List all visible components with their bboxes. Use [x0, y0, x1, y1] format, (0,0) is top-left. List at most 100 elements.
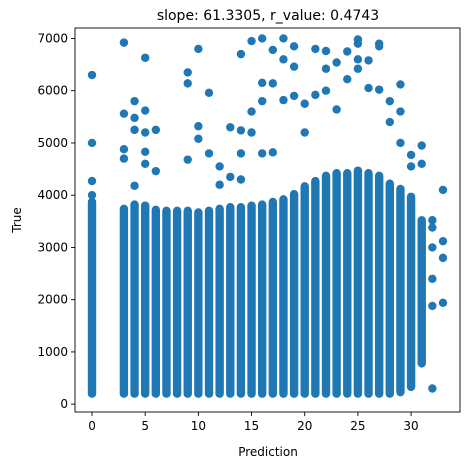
data-point-57	[321, 86, 331, 95]
data-point-21	[183, 155, 192, 164]
point-cluster-24	[364, 169, 373, 398]
point-cluster-6	[172, 206, 182, 398]
data-point-11	[130, 181, 139, 190]
x-tick-label: 20	[297, 419, 312, 433]
y-tick-label: 2000	[37, 293, 68, 307]
data-point-50	[289, 91, 299, 101]
data-point-14	[140, 128, 150, 137]
data-point-61	[343, 75, 352, 84]
data-point-7	[119, 154, 129, 163]
point-cluster-17	[289, 189, 299, 398]
data-point-40	[257, 96, 267, 106]
data-point-46	[279, 55, 288, 64]
data-point-33	[236, 149, 246, 158]
data-point-5	[119, 109, 129, 118]
point-cluster-11	[226, 203, 235, 398]
point-cluster-9	[204, 206, 214, 398]
data-point-39	[257, 78, 267, 88]
y-tick-label: 1000	[37, 345, 68, 359]
y-tick-label: 5000	[37, 136, 68, 150]
chart-title: slope: 61.3305, r_value: 0.4743	[157, 8, 379, 24]
data-point-36	[247, 107, 256, 116]
point-cluster-23	[353, 166, 363, 398]
data-point-73	[396, 80, 405, 89]
data-point-17	[151, 125, 161, 135]
point-cluster-2	[130, 200, 139, 398]
plot-frame	[74, 27, 461, 413]
data-points	[87, 34, 448, 398]
data-point-0	[87, 70, 97, 80]
data-point-77	[406, 162, 416, 171]
data-point-59	[332, 105, 341, 114]
point-cluster-3	[140, 201, 150, 398]
point-cluster-15	[268, 197, 278, 398]
data-point-88	[438, 253, 448, 263]
data-point-27	[215, 162, 224, 171]
data-point-38	[257, 34, 267, 43]
y-axis-label: True	[10, 207, 24, 234]
data-point-70	[374, 85, 384, 94]
data-point-55	[321, 46, 331, 56]
data-point-67	[364, 83, 373, 93]
point-cluster-5	[162, 206, 171, 398]
data-point-45	[279, 34, 288, 43]
y-tick-label: 7000	[37, 31, 68, 45]
data-point-37	[247, 128, 256, 137]
data-point-84	[428, 301, 437, 311]
data-point-69	[374, 42, 384, 51]
data-point-13	[140, 106, 150, 115]
x-axis-label: Prediction	[238, 445, 298, 459]
data-point-52	[300, 128, 309, 137]
point-cluster-7	[183, 206, 192, 398]
data-point-74	[396, 107, 405, 116]
point-cluster-18	[300, 182, 309, 398]
data-point-53	[311, 44, 320, 54]
data-point-66	[364, 56, 373, 65]
x-tick-label: 10	[191, 419, 206, 433]
point-cluster-1	[119, 204, 129, 398]
point-cluster-26	[385, 179, 395, 398]
data-point-71	[385, 96, 395, 106]
data-point-49	[289, 62, 299, 71]
data-point-80	[428, 216, 437, 225]
data-point-75	[396, 138, 405, 148]
x-tick-label: 5	[141, 419, 149, 433]
y-tick-label: 6000	[37, 84, 68, 98]
point-cluster-19	[311, 176, 320, 398]
data-point-4	[119, 38, 129, 47]
point-cluster-12	[236, 203, 246, 398]
point-cluster-25	[374, 171, 384, 398]
data-point-2	[87, 176, 97, 186]
point-cluster-0	[87, 197, 97, 398]
data-point-28	[215, 180, 224, 189]
data-point-19	[183, 68, 192, 77]
data-point-16	[140, 159, 150, 169]
data-point-89	[438, 298, 448, 308]
data-point-6	[119, 145, 129, 154]
y-tick-label: 4000	[37, 188, 68, 202]
y-tick-label: 0	[60, 397, 68, 411]
data-point-10	[130, 125, 139, 135]
data-point-58	[332, 58, 341, 67]
point-cluster-13	[247, 201, 256, 398]
x-tick-label: 15	[244, 419, 259, 433]
point-cluster-21	[332, 169, 341, 398]
point-cluster-27	[396, 184, 405, 397]
point-cluster-8	[194, 208, 203, 398]
point-cluster-4	[151, 205, 161, 398]
x-tick-label: 0	[88, 419, 96, 433]
point-cluster-28	[406, 192, 416, 392]
data-point-79	[417, 159, 426, 169]
data-point-35	[247, 36, 256, 46]
data-point-26	[204, 149, 214, 158]
data-point-48	[289, 42, 299, 51]
data-point-87	[438, 236, 448, 246]
data-point-54	[311, 90, 320, 100]
data-point-3	[87, 190, 97, 200]
data-point-86	[438, 185, 448, 195]
y-axis: 0 1000 2000 3000 4000 5000 6000 7000	[37, 31, 75, 411]
point-cluster-29	[417, 216, 426, 368]
data-point-22	[194, 44, 203, 54]
point-cluster-10	[215, 204, 224, 398]
